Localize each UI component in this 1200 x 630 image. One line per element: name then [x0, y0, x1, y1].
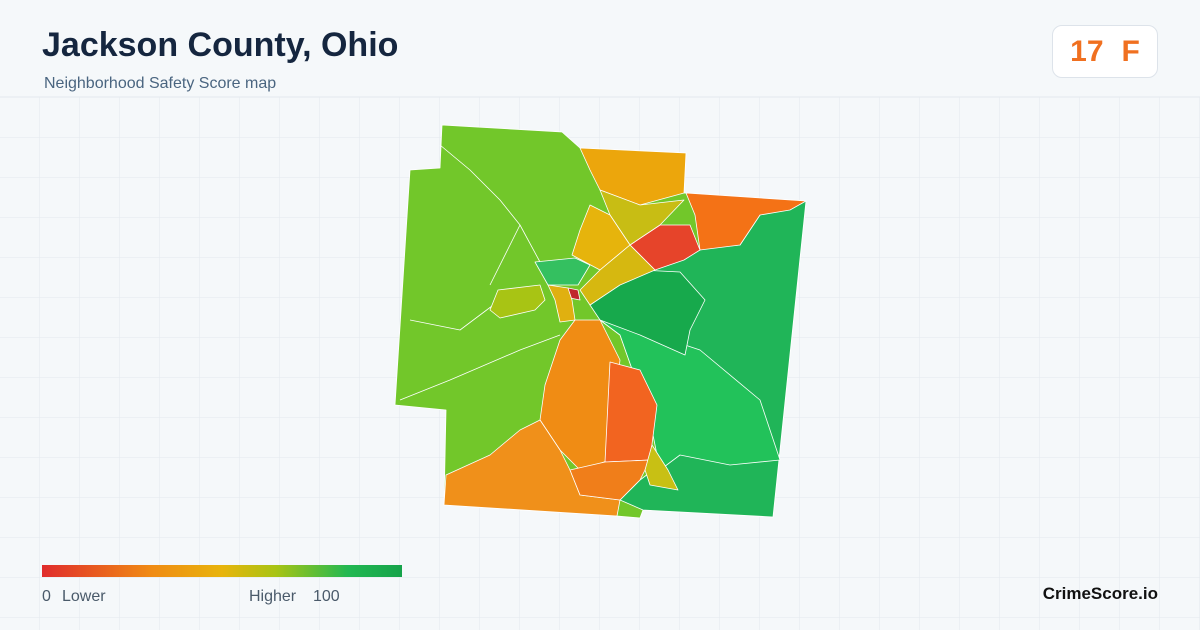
brand: CrimeScore.io	[1042, 584, 1158, 603]
subtitle: Neighborhood Safety Score map	[44, 75, 277, 92]
region	[547, 284, 576, 323]
legend-gradient	[42, 565, 402, 577]
score-grade: F	[1121, 34, 1140, 68]
region-border	[409, 299, 501, 331]
region	[604, 361, 658, 463]
region	[579, 244, 656, 306]
legend-min: 0	[42, 588, 51, 605]
region	[534, 257, 591, 286]
region	[644, 444, 679, 491]
region	[443, 419, 621, 517]
region-border	[489, 224, 541, 286]
region	[569, 459, 651, 501]
title: Jackson County, Ohio	[42, 26, 399, 64]
county-map	[394, 124, 807, 519]
legend-high-label: Higher	[249, 588, 297, 605]
region	[685, 192, 807, 251]
region-border	[399, 334, 561, 401]
legend-low-label: Lower	[62, 588, 106, 605]
region	[489, 284, 546, 319]
legend-max: 100	[313, 588, 340, 605]
score-value: 17	[1070, 34, 1104, 68]
region-border	[439, 144, 521, 226]
score-badge: 17 F	[1052, 25, 1158, 78]
